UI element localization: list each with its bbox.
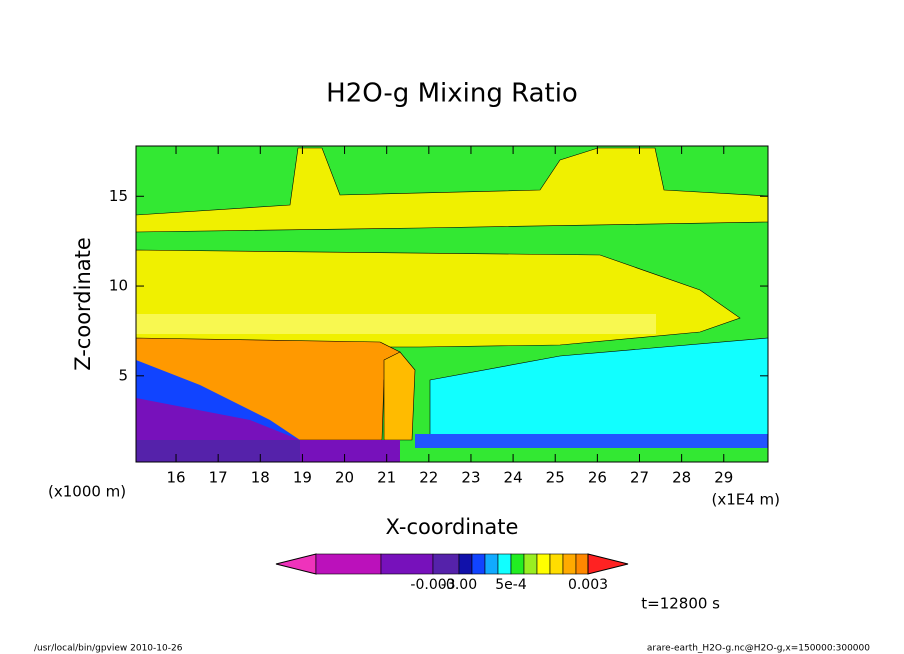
- x-tick-label: 26: [588, 469, 607, 487]
- colorbar-box: [562, 553, 577, 575]
- colorbar-box: [523, 553, 538, 575]
- colorbar-box: [380, 553, 434, 575]
- colorbar-box: [484, 553, 499, 575]
- x-tick-label: 18: [251, 469, 270, 487]
- field-region: [136, 314, 656, 334]
- x-tick-label: 20: [335, 469, 354, 487]
- colorbar-end: [275, 553, 317, 575]
- colorbar-box: [432, 553, 460, 575]
- colorbar-box: [458, 553, 473, 575]
- x-tick-label: 29: [714, 469, 733, 487]
- x-tick-label: 19: [293, 469, 312, 487]
- field-region: [136, 440, 300, 462]
- colorbar-label: -0.00: [441, 577, 477, 593]
- colorbar-label: 0.003: [568, 577, 608, 593]
- x-tick-label: 22: [419, 469, 438, 487]
- y-tick-label: 5: [118, 366, 128, 384]
- x-tick-label: 23: [461, 469, 480, 487]
- colorbar-box: [510, 553, 525, 575]
- y-unit: (x1000 m): [48, 483, 126, 501]
- colorbar-label: -0.003: [410, 577, 455, 593]
- colorbar-box: [497, 553, 512, 575]
- contour-field: [135, 145, 769, 463]
- colorbar-box: [549, 553, 564, 575]
- field-region: [415, 434, 768, 448]
- colorbar-end: [587, 553, 629, 575]
- x-tick-label: 28: [672, 469, 691, 487]
- time-label: t=12800 s: [641, 595, 720, 613]
- colorbar-label: 5e-4: [495, 577, 527, 593]
- colorbar-box: [536, 553, 551, 575]
- x-unit: (x1E4 m): [711, 491, 780, 509]
- x-axis-label: X-coordinate: [386, 515, 519, 539]
- chart-title: H2O-g Mixing Ratio: [326, 79, 578, 109]
- x-tick-label: 25: [546, 469, 565, 487]
- plot-frame: [135, 145, 769, 463]
- footer-left: /usr/local/bin/gpview 2010-10-26: [34, 644, 183, 654]
- field-region: [135, 147, 769, 233]
- y-tick-label: 10: [109, 277, 128, 295]
- field-region: [383, 351, 416, 441]
- colorbar-box: [575, 553, 589, 575]
- x-tick-label: 24: [504, 469, 523, 487]
- x-tick-label: 17: [209, 469, 228, 487]
- x-tick-label: 16: [166, 469, 185, 487]
- footer-right: arare-earth_H2O-g.nc@H2O-g,x=150000:3000…: [647, 644, 870, 654]
- colorbar-box: [315, 553, 382, 575]
- y-tick-label: 15: [109, 187, 128, 205]
- colorbar-box: [471, 553, 486, 575]
- x-tick-label: 21: [377, 469, 396, 487]
- y-axis-label: Z-coordinate: [71, 237, 95, 371]
- x-tick-label: 27: [630, 469, 649, 487]
